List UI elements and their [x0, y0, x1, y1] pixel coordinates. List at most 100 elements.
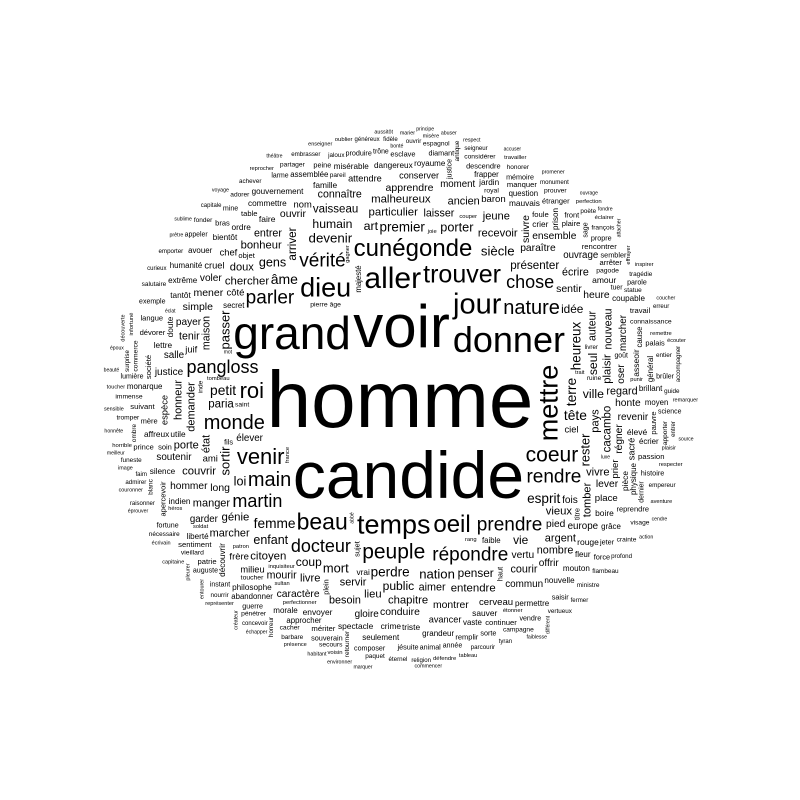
word: faim: [135, 470, 147, 478]
word: objet: [238, 251, 255, 261]
word: éclairer: [594, 215, 614, 222]
word: royal: [484, 187, 499, 195]
word: cause: [634, 326, 644, 348]
word: docteur: [290, 535, 351, 556]
word: faire: [258, 213, 276, 224]
word: offrir: [538, 557, 559, 569]
word: écrire: [562, 266, 589, 279]
word: pareil: [329, 171, 346, 179]
word: honneur: [172, 379, 185, 420]
word: ami: [202, 453, 218, 465]
word: coup: [295, 554, 322, 569]
word: embrasser: [291, 150, 321, 158]
word: front: [564, 210, 580, 220]
word: époux: [109, 345, 124, 352]
word: frapper: [474, 169, 499, 179]
word: entendre: [450, 581, 496, 594]
word: reprocher: [249, 165, 274, 172]
word: horreur: [268, 616, 276, 637]
word: chapitre: [387, 593, 429, 606]
word: principe: [416, 126, 435, 133]
word: respect: [463, 137, 481, 144]
word: roi: [239, 378, 265, 404]
word: porter: [440, 220, 474, 235]
word: barbare: [281, 633, 304, 641]
word: remplir: [455, 632, 479, 642]
word: françois: [591, 224, 615, 232]
word: justice: [445, 159, 454, 180]
word: trait: [575, 370, 585, 377]
word: fortune: [156, 521, 179, 530]
word: jeune: [482, 210, 510, 223]
word: trouver: [423, 260, 501, 289]
word: vieux: [545, 505, 573, 518]
word: couper: [459, 214, 478, 221]
word: marquer: [353, 664, 373, 671]
word: titre: [572, 507, 582, 520]
word: coeur: [525, 443, 579, 467]
word: histoire: [640, 468, 665, 478]
word: salutaire: [141, 281, 167, 289]
word: partager: [279, 161, 305, 169]
word: âge: [329, 301, 341, 309]
word: long: [210, 483, 230, 495]
word: sembler: [600, 250, 627, 260]
word: marcher: [618, 314, 630, 351]
word: lever: [595, 478, 619, 490]
word: asseoir: [630, 348, 641, 377]
word: sentiment: [178, 540, 212, 550]
word: extrême: [168, 275, 198, 285]
word: mourir: [266, 569, 297, 582]
word: sensible: [103, 405, 124, 412]
word: citoyen: [250, 549, 287, 562]
word: chose: [506, 271, 555, 292]
word: livrer: [584, 344, 598, 352]
word: force: [593, 551, 611, 561]
word: dangereux: [374, 161, 413, 171]
word: descendre: [466, 161, 501, 171]
word: fois: [562, 494, 578, 506]
word: brillant: [638, 383, 663, 393]
word: humanité: [169, 260, 203, 270]
word: composer: [354, 644, 386, 653]
word: bonté: [390, 143, 404, 150]
word: baron: [481, 194, 506, 206]
word: mort: [322, 560, 349, 576]
word: ruine: [586, 374, 602, 382]
word: pays: [589, 408, 602, 433]
word: commettre: [248, 198, 287, 208]
word: erreur: [652, 302, 670, 310]
word: appeler: [184, 231, 208, 239]
word: doute: [165, 316, 176, 338]
word: abuser: [440, 130, 457, 137]
word: manquer: [506, 180, 537, 190]
word: nouvelle: [544, 576, 575, 586]
word: secret: [223, 300, 245, 310]
word: grandeur: [422, 628, 455, 638]
word: parler: [245, 287, 295, 309]
word: tyran: [498, 639, 513, 646]
word: remettre: [650, 331, 672, 338]
word: répondre: [432, 544, 509, 566]
word: rouge: [577, 536, 599, 547]
word: empereur: [648, 481, 676, 489]
word: vaste: [463, 617, 482, 627]
word: jésuite: [397, 642, 419, 652]
word: assemblée: [290, 169, 329, 179]
word: société: [143, 355, 153, 380]
word: mettre: [533, 364, 564, 442]
word: prince: [133, 442, 154, 452]
word: perfection: [575, 198, 602, 205]
word: amour: [592, 274, 617, 285]
word: silence: [149, 467, 176, 477]
word: conserver: [399, 170, 440, 181]
word: aller: [364, 262, 422, 296]
word: loi: [233, 475, 247, 490]
word: couvrir: [182, 465, 217, 478]
word: produire: [345, 148, 372, 158]
word: éclat: [164, 308, 176, 315]
word: saint: [235, 401, 250, 409]
word: vie: [513, 533, 529, 548]
word: donner: [452, 319, 565, 361]
word: vrai: [356, 567, 370, 578]
